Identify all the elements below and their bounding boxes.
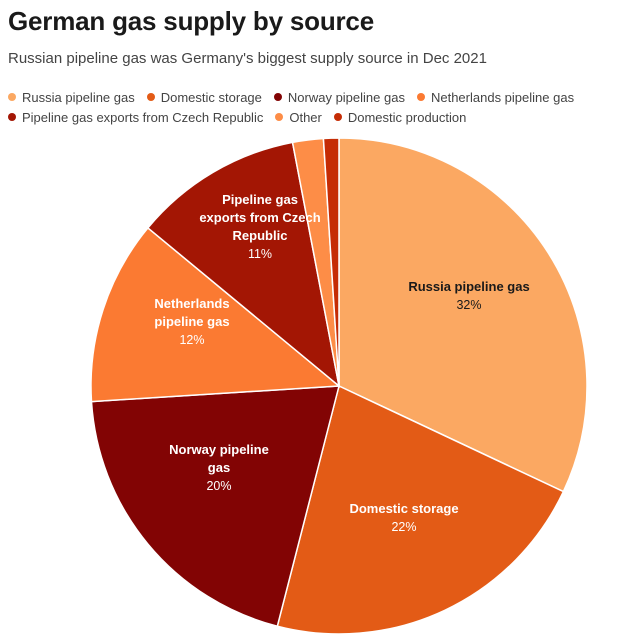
legend-item: Domestic storage bbox=[146, 88, 262, 108]
slice-label: Norway pipeline bbox=[169, 442, 269, 457]
pie-slice bbox=[90, 226, 341, 403]
legend-label: Norway pipeline gas bbox=[287, 90, 405, 105]
slice-label: Domestic storage bbox=[349, 501, 458, 516]
legend-swatch bbox=[146, 93, 155, 101]
legend-label: Netherlands pipeline gas bbox=[430, 90, 575, 105]
legend-swatch bbox=[8, 113, 16, 121]
legend-item: Norway pipeline gas bbox=[273, 88, 405, 108]
legend-item: Other bbox=[275, 108, 322, 128]
slice-value-label: 22% bbox=[391, 520, 416, 534]
slice-value-label: 20% bbox=[206, 479, 231, 493]
legend-item: Russia pipeline gas bbox=[8, 88, 135, 108]
legend-swatch bbox=[333, 113, 342, 121]
slice-label: Russia pipeline gas bbox=[408, 279, 529, 294]
slice-label: exports from Czech bbox=[199, 210, 320, 225]
legend-item: Domestic production bbox=[333, 108, 467, 128]
legend-swatch bbox=[8, 93, 16, 101]
legend-label: Other bbox=[289, 110, 322, 125]
pie-slice bbox=[276, 384, 565, 635]
slice-label: Republic bbox=[233, 228, 288, 243]
chart-title: German gas supply by source bbox=[8, 6, 374, 36]
slice-value-label: 32% bbox=[456, 298, 481, 312]
legend-swatch bbox=[273, 93, 282, 101]
chart-subtitle: Russian pipeline gas was Germany's bigge… bbox=[8, 50, 487, 67]
pie-slice bbox=[90, 385, 340, 628]
legend-item: Netherlands pipeline gas bbox=[416, 88, 575, 108]
legend-swatch bbox=[416, 93, 425, 101]
slice-value-label: 12% bbox=[179, 333, 204, 347]
slice-label: Pipeline gas bbox=[222, 192, 298, 207]
legend-label: Russia pipeline gas bbox=[22, 90, 135, 105]
legend-label: Domestic storage bbox=[160, 90, 262, 105]
slice-value-label: 11% bbox=[248, 247, 272, 261]
legend-label: Pipeline gas exports from Czech Republic bbox=[22, 110, 264, 125]
chart-legend: Russia pipeline gas Domestic storage Norwa… bbox=[8, 88, 628, 128]
legend-label: Domestic production bbox=[347, 110, 467, 125]
slice-label: pipeline gas bbox=[154, 314, 229, 329]
pie-slice bbox=[146, 141, 341, 388]
slice-label: Netherlands bbox=[154, 296, 229, 311]
legend-swatch bbox=[275, 113, 284, 121]
legend-item: Pipeline gas exports from Czech Republic bbox=[8, 108, 263, 128]
pie-slice bbox=[322, 137, 340, 387]
slice-label: gas bbox=[208, 460, 230, 475]
pie-slice bbox=[338, 137, 588, 493]
